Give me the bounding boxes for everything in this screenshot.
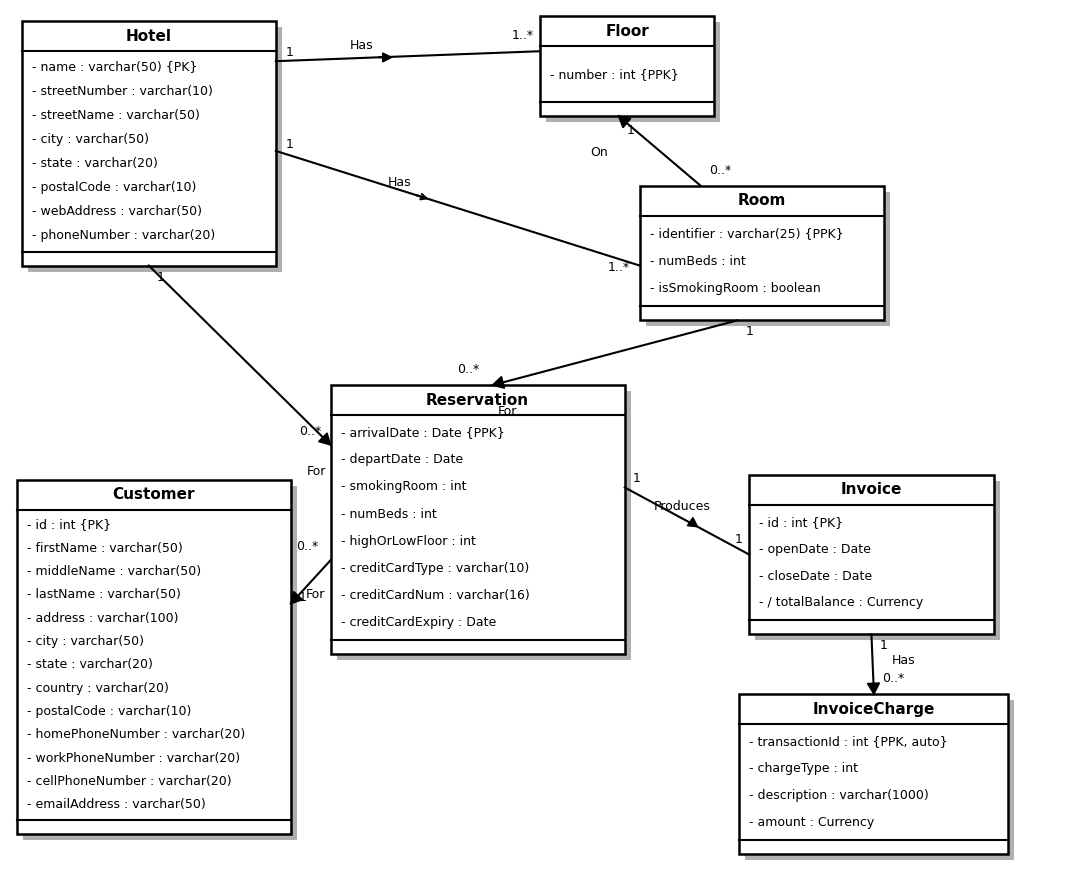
Text: Has: Has <box>349 39 373 52</box>
Text: - postalCode : varchar(10): - postalCode : varchar(10) <box>27 705 191 717</box>
Bar <box>546 23 720 122</box>
Text: - creditCardNum : varchar(16): - creditCardNum : varchar(16) <box>341 589 530 602</box>
Text: - id : int {PK}: - id : int {PK} <box>759 515 844 528</box>
Text: 0..*: 0..* <box>882 672 904 685</box>
Bar <box>23 486 297 840</box>
Text: - lastName : varchar(50): - lastName : varchar(50) <box>27 588 180 601</box>
Text: - state : varchar(20): - state : varchar(20) <box>27 658 152 671</box>
Text: Customer: Customer <box>113 487 195 502</box>
Text: - city : varchar(50): - city : varchar(50) <box>27 635 144 648</box>
Text: - numBeds : int: - numBeds : int <box>650 255 745 268</box>
Text: 0..*: 0..* <box>709 164 731 177</box>
Text: - highOrLowFloor : int: - highOrLowFloor : int <box>341 535 476 548</box>
Bar <box>645 192 890 326</box>
Text: - chargeType : int: - chargeType : int <box>749 762 859 775</box>
Text: 1: 1 <box>286 138 294 150</box>
Text: 1..*: 1..* <box>608 261 630 274</box>
Text: 1: 1 <box>286 46 294 60</box>
Text: For: For <box>306 588 325 601</box>
Text: - / totalBalance : Currency: - / totalBalance : Currency <box>759 597 924 610</box>
Text: - homePhoneNumber : varchar(20): - homePhoneNumber : varchar(20) <box>27 728 244 741</box>
Text: - amount : Currency: - amount : Currency <box>749 816 875 829</box>
Text: - middleName : varchar(50): - middleName : varchar(50) <box>27 565 200 578</box>
Text: - identifier : varchar(25) {PPK}: - identifier : varchar(25) {PPK} <box>650 228 844 240</box>
Text: - webAddress : varchar(50): - webAddress : varchar(50) <box>31 206 202 218</box>
Text: - openDate : Date: - openDate : Date <box>759 542 872 556</box>
Text: - postalCode : varchar(10): - postalCode : varchar(10) <box>31 181 196 194</box>
Polygon shape <box>867 683 879 694</box>
Text: - number : int {PPK}: - number : int {PPK} <box>550 67 679 80</box>
Text: 0..*: 0..* <box>296 540 318 553</box>
Text: 1: 1 <box>632 473 641 486</box>
Text: - isSmokingRoom : boolean: - isSmokingRoom : boolean <box>650 282 820 295</box>
Text: Has: Has <box>387 177 411 190</box>
Bar <box>28 27 282 271</box>
Polygon shape <box>291 592 302 604</box>
Bar <box>540 17 714 116</box>
Text: - closeDate : Date: - closeDate : Date <box>759 570 873 583</box>
Text: For: For <box>497 405 517 418</box>
Text: - workPhoneNumber : varchar(20): - workPhoneNumber : varchar(20) <box>27 752 240 765</box>
Text: - creditCardType : varchar(10): - creditCardType : varchar(10) <box>341 562 528 575</box>
Bar <box>756 481 999 640</box>
Text: - state : varchar(20): - state : varchar(20) <box>31 157 158 170</box>
Text: - smokingRoom : int: - smokingRoom : int <box>341 480 466 494</box>
Polygon shape <box>383 52 391 62</box>
Text: - country : varchar(20): - country : varchar(20) <box>27 682 168 695</box>
Text: 1: 1 <box>745 326 754 339</box>
Text: - name : varchar(50) {PK}: - name : varchar(50) {PK} <box>31 60 197 74</box>
Text: On: On <box>591 146 608 159</box>
Polygon shape <box>619 116 630 128</box>
Text: Reservation: Reservation <box>427 393 530 408</box>
Text: 1: 1 <box>299 591 307 604</box>
Polygon shape <box>687 518 698 527</box>
Bar <box>640 186 884 320</box>
Polygon shape <box>318 433 330 445</box>
Text: - firstName : varchar(50): - firstName : varchar(50) <box>27 542 182 555</box>
Text: - streetName : varchar(50): - streetName : varchar(50) <box>31 108 199 122</box>
Text: Floor: Floor <box>606 24 649 38</box>
Bar <box>745 700 1014 859</box>
Bar <box>330 385 625 654</box>
Text: - numBeds : int: - numBeds : int <box>341 507 436 521</box>
Text: - creditCardExpiry : Date: - creditCardExpiry : Date <box>341 616 496 629</box>
Text: Produces: Produces <box>654 500 711 513</box>
Text: 1: 1 <box>879 640 888 653</box>
Text: - arrivalDate : Date {PPK}: - arrivalDate : Date {PPK} <box>341 426 504 439</box>
Text: - streetNumber : varchar(10): - streetNumber : varchar(10) <box>31 85 212 97</box>
Text: 0..*: 0..* <box>458 363 480 376</box>
Text: For: For <box>307 465 326 478</box>
Text: 1: 1 <box>157 270 165 284</box>
Bar <box>740 694 1009 854</box>
Text: - departDate : Date: - departDate : Date <box>341 453 463 466</box>
Text: - transactionId : int {PPK, auto}: - transactionId : int {PPK, auto} <box>749 735 948 748</box>
Text: 1..*: 1..* <box>512 29 534 42</box>
Bar <box>337 391 630 661</box>
Text: Room: Room <box>738 193 786 208</box>
Text: 1: 1 <box>734 533 742 546</box>
Text: - description : varchar(1000): - description : varchar(1000) <box>749 789 929 802</box>
Text: - cellPhoneNumber : varchar(20): - cellPhoneNumber : varchar(20) <box>27 775 232 788</box>
Text: Hotel: Hotel <box>125 29 172 44</box>
Text: Invoice: Invoice <box>840 482 903 497</box>
Text: - city : varchar(50): - city : varchar(50) <box>31 133 149 146</box>
Text: - phoneNumber : varchar(20): - phoneNumber : varchar(20) <box>31 229 214 242</box>
Text: 0..*: 0..* <box>299 425 321 438</box>
Text: Has: Has <box>892 654 915 668</box>
Polygon shape <box>492 376 505 388</box>
Text: - address : varchar(100): - address : varchar(100) <box>27 612 178 625</box>
Text: - id : int {PK}: - id : int {PK} <box>27 518 110 531</box>
Bar <box>21 21 276 265</box>
Text: - emailAddress : varchar(50): - emailAddress : varchar(50) <box>27 798 206 811</box>
Bar <box>749 475 994 634</box>
Bar <box>17 480 291 834</box>
Text: InvoiceCharge: InvoiceCharge <box>813 702 935 717</box>
Text: 1: 1 <box>626 124 635 137</box>
